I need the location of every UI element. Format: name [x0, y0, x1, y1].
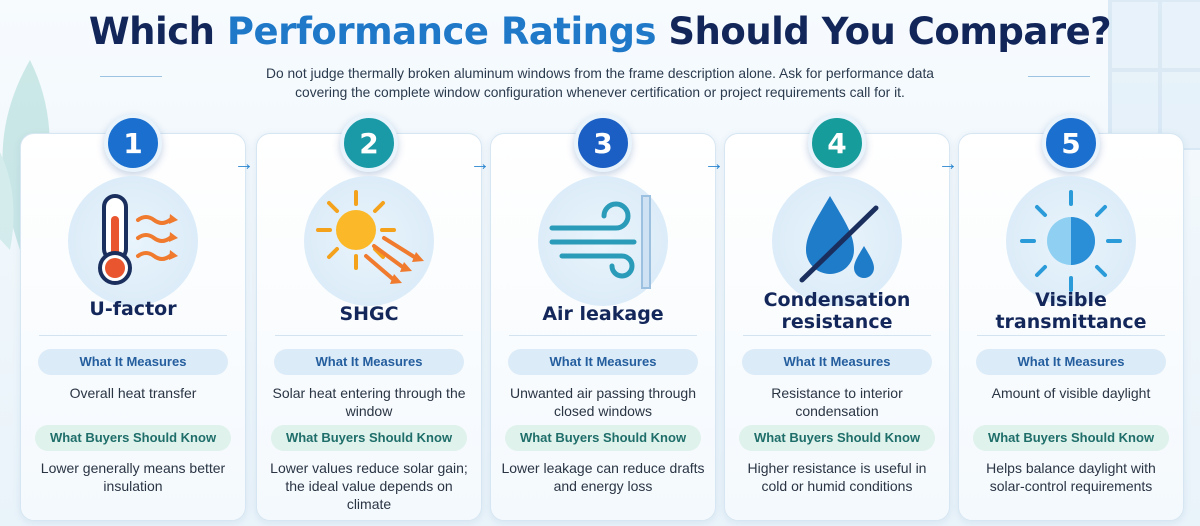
buyers-text: Lower generally means better insulation [40, 460, 226, 494]
card-divider [743, 335, 931, 336]
rating-name: Air leakage [542, 303, 664, 325]
card-divider [509, 335, 697, 336]
buyers-should-know-label: What Buyers Should Know [739, 425, 935, 451]
next-arrow-icon: → [938, 153, 958, 175]
rating-card-condensation-resistance: 4 Condensation resistance What It Measur… [724, 114, 950, 521]
what-it-measures-label: What It Measures [38, 349, 228, 375]
rating-card-air-leakage: 3 Air leakage What It Measures Unwanted … [490, 114, 716, 521]
buyers-should-know-label: What Buyers Should Know [973, 425, 1169, 451]
buyers-text: Helps balance daylight with solar-contro… [986, 460, 1156, 494]
page-subtitle: Do not judge thermally broken aluminum w… [266, 66, 934, 100]
page-title: Which Performance Ratings Should You Com… [88, 10, 1112, 53]
measures-text: Resistance to interior condensation [771, 385, 903, 419]
step-badge: 2 [340, 114, 398, 172]
what-it-measures-label: What It Measures [742, 349, 932, 375]
step-badge: 4 [808, 114, 866, 172]
icon-circle [772, 176, 902, 306]
rating-name: SHGC [339, 303, 399, 325]
buyers-text: Higher resistance is useful in cold or h… [747, 460, 927, 494]
measures-text: Unwanted air passing through closed wind… [509, 385, 696, 419]
measures-text: Solar heat entering through the window [272, 385, 466, 419]
daylight-sun-icon [1020, 190, 1122, 292]
next-arrow-icon: → [470, 153, 490, 175]
icon-circle [538, 176, 668, 306]
subtitle-rule-right [1028, 76, 1090, 77]
step-badge: 3 [574, 114, 632, 172]
sun-rays-icon [316, 190, 424, 284]
card-divider [39, 335, 227, 336]
rating-card-u-factor: 1 U-factor What It Measures Overall heat… [20, 114, 246, 521]
buyers-should-know-label: What Buyers Should Know [271, 425, 467, 451]
what-it-measures-label: What It Measures [976, 349, 1166, 375]
next-arrow-icon: → [234, 153, 254, 175]
measures-text: Overall heat transfer [69, 385, 197, 401]
rating-name: Visible transmittance [995, 289, 1147, 333]
subtitle-rule-left [100, 76, 162, 77]
icon-circle [1006, 176, 1136, 306]
buyers-should-know-label: What Buyers Should Know [35, 425, 231, 451]
wind-icon [549, 195, 651, 289]
buyers-text: Lower values reduce solar gain; the idea… [270, 460, 468, 512]
window-decoration-icon [1108, 0, 1200, 150]
card-divider [977, 335, 1165, 336]
rating-name: Condensation resistance [763, 289, 911, 333]
step-badge: 5 [1042, 114, 1100, 172]
measures-text: Amount of visible daylight [991, 385, 1151, 401]
buyers-text: Lower leakage can reduce drafts and ener… [501, 460, 705, 494]
ratings-cards: 1 U-factor What It Measures Overall heat… [20, 114, 1190, 523]
icon-circle [68, 176, 198, 306]
thermometer-heat-icon [98, 194, 178, 285]
water-drop-icon [799, 196, 879, 283]
rating-card-visible-transmittance: 5 Visible transmittance What It Measure [958, 114, 1184, 521]
buyers-should-know-label: What Buyers Should Know [505, 425, 701, 451]
what-it-measures-label: What It Measures [274, 349, 464, 375]
icon-circle [304, 176, 434, 306]
card-divider [275, 335, 463, 336]
rating-name: U-factor [89, 298, 177, 320]
step-badge: 1 [104, 114, 162, 172]
rating-card-shgc: 2 [256, 114, 482, 521]
what-it-measures-label: What It Measures [508, 349, 698, 375]
next-arrow-icon: → [704, 153, 724, 175]
